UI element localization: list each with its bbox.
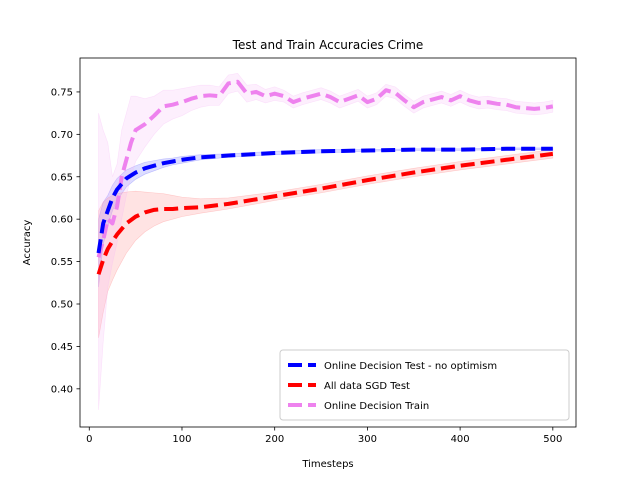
x-tick-label: 0 bbox=[86, 434, 92, 445]
series-lines bbox=[96, 79, 554, 275]
x-axis-label: Timesteps bbox=[301, 459, 353, 470]
y-tick-label: 0.60 bbox=[51, 215, 73, 226]
y-tick-label: 0.45 bbox=[51, 342, 73, 353]
legend-label: Online Decision Train bbox=[324, 401, 429, 412]
series-line-0 bbox=[96, 146, 553, 254]
y-tick-label: 0.70 bbox=[51, 130, 73, 141]
plot-frame bbox=[79, 57, 577, 428]
x-tick-label: 400 bbox=[451, 434, 470, 445]
y-tick-label: 0.75 bbox=[51, 87, 73, 98]
chart-title: Test and Train Accuracies Crime bbox=[232, 38, 424, 52]
legend-box bbox=[279, 349, 570, 421]
legend: Online Decision Test - no optimism All da… bbox=[279, 349, 570, 421]
series-line-2 bbox=[96, 79, 554, 258]
y-axis: 0.40 0.45 0.50 0.55 0.60 0.65 0.70 0.75 bbox=[51, 87, 80, 395]
y-tick-label: 0.55 bbox=[51, 257, 73, 268]
y-tick-label: 0.40 bbox=[51, 384, 73, 395]
y-axis-label: Accuracy bbox=[22, 220, 33, 266]
x-tick-label: 200 bbox=[265, 434, 284, 445]
x-tick-label: 300 bbox=[358, 434, 377, 445]
x-tick-label: 500 bbox=[543, 434, 562, 445]
legend-label: All data SGD Test bbox=[324, 381, 410, 392]
series-line-1 bbox=[96, 151, 554, 275]
y-tick-label: 0.65 bbox=[51, 172, 73, 183]
x-tick-label: 100 bbox=[172, 434, 191, 445]
y-tick-label: 0.50 bbox=[51, 300, 73, 311]
legend-label: Online Decision Test - no optimism bbox=[324, 361, 497, 372]
x-axis: 0 100 200 300 400 500 bbox=[86, 427, 562, 445]
